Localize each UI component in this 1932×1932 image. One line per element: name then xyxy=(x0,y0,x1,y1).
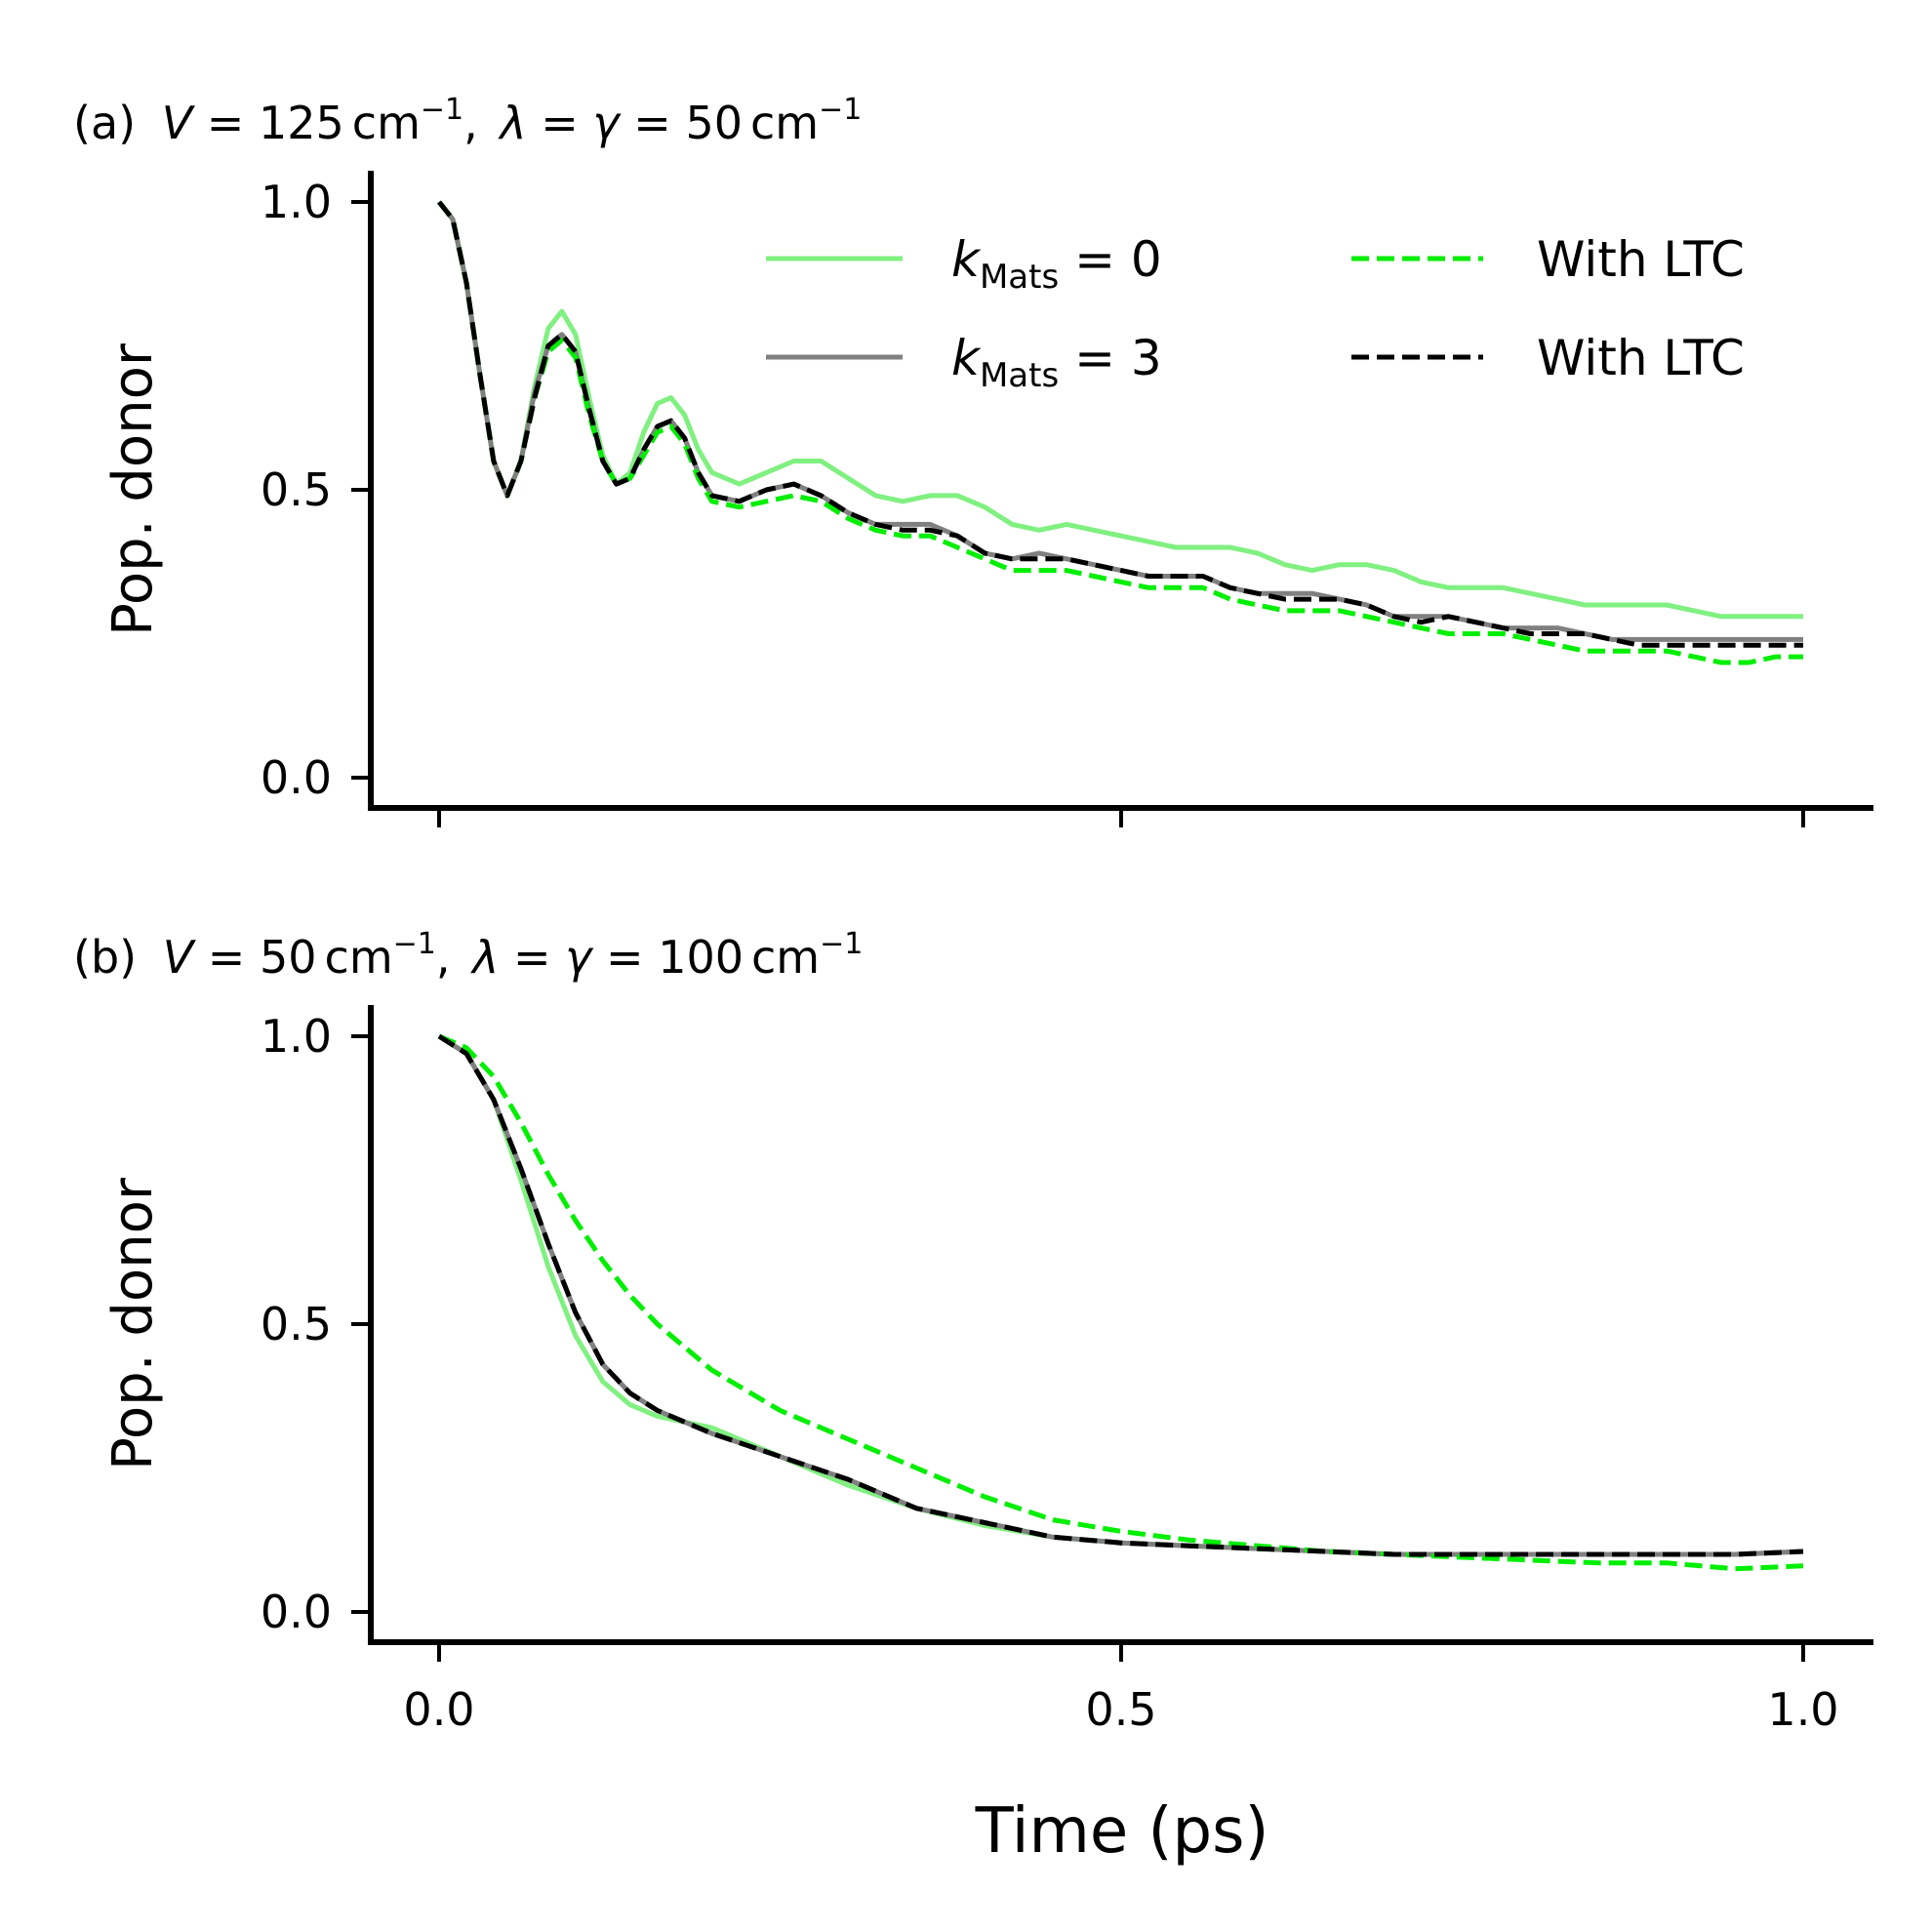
panel-a-series-ltc3 xyxy=(437,200,1803,648)
panel-b-title-v: 50 xyxy=(260,931,317,984)
legend-label-ltc3: With LTC xyxy=(1537,330,1745,386)
panel-a-ytick-label-2: 1.0 xyxy=(261,176,332,228)
panel-b-series-ltc0 xyxy=(438,1033,1804,1572)
panel-a-title-prefix: (a) xyxy=(73,97,136,149)
panel-b: (b) V = 50 cm−1, λ = γ = 100 cm−1 Pop. don… xyxy=(73,927,1873,1868)
panel-a-series-ltc0 xyxy=(437,200,1803,665)
panel-b-title-prefix: (b) xyxy=(73,931,137,984)
panel-b-xtick-label-1: 0.5 xyxy=(1085,1683,1156,1736)
panel-a-title-v: 125 xyxy=(259,97,344,149)
panel-a-axes: 0.0 0.5 1.0 xyxy=(261,171,1873,827)
panel-a-legend: kMats = 0 kMats = 3 With LTC With LTC xyxy=(766,231,1745,395)
panel-b-ytick-label-0: 0.0 xyxy=(261,1586,332,1638)
panel-a-series-k0 xyxy=(437,200,1803,620)
panel-b-xtick-label-2: 1.0 xyxy=(1767,1683,1838,1736)
panel-b-ylabel: Pop. donor xyxy=(101,1177,165,1470)
panel-a-ytick-label-1: 0.5 xyxy=(261,463,332,516)
panel-b-axes: 0.0 0.5 1.0 0.0 0.5 1.0 xyxy=(261,1005,1873,1736)
panel-b-series xyxy=(437,1033,1804,1572)
panel-b-series-k3 xyxy=(437,1033,1804,1557)
legend-label-ltc0: With LTC xyxy=(1537,231,1745,288)
panel-b-xtick-label-0: 0.0 xyxy=(403,1683,474,1736)
panel-b-series-k0 xyxy=(437,1033,1804,1557)
x-axis-label: Time (ps) xyxy=(975,1795,1269,1868)
panel-b-series-ltc3 xyxy=(437,1033,1804,1557)
panel-a-title: (a) V = 125 cm−1, λ = γ = 50 cm−1 xyxy=(73,93,862,149)
panel-b-title-lg: 100 xyxy=(658,931,744,984)
panel-a-ytick-label-0: 0.0 xyxy=(261,751,332,804)
panel-a-title-lg: 50 xyxy=(685,97,743,149)
panel-a: (a) V = 125 cm−1, λ = γ = 50 cm−1 Pop. don… xyxy=(73,93,1873,827)
panel-a-series xyxy=(437,200,1803,665)
panel-b-title: (b) V = 50 cm−1, λ = γ = 100 cm−1 xyxy=(73,927,863,984)
panel-b-ytick-label-1: 0.5 xyxy=(261,1298,332,1350)
panel-a-ylabel: Pop. donor xyxy=(101,342,165,636)
legend-label-k3: kMats = 3 xyxy=(951,330,1162,395)
panel-b-ytick-label-2: 1.0 xyxy=(261,1010,332,1063)
legend-label-k0: kMats = 0 xyxy=(951,231,1162,297)
